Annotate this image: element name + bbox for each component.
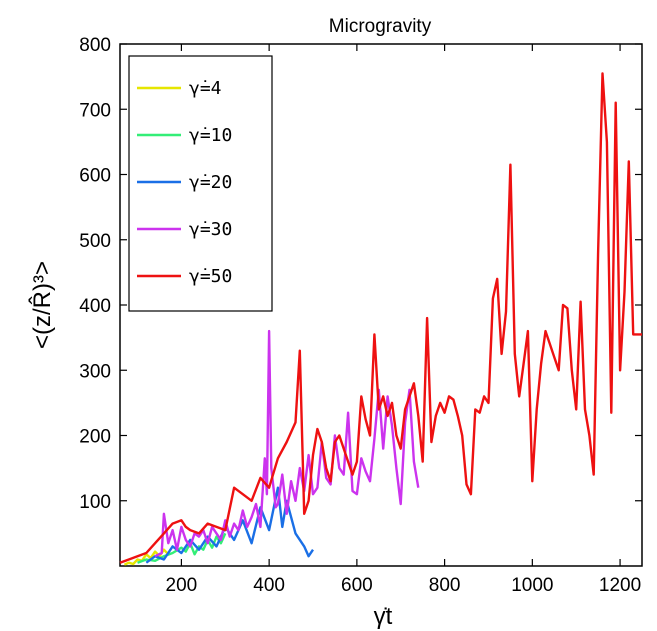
legend-box xyxy=(128,55,273,312)
legend-label-4: γ̇=30 xyxy=(189,219,232,240)
y-tick-label: 100 xyxy=(79,492,111,513)
legend-label-1: γ̇=4 xyxy=(189,78,222,99)
legend-label-5: γ̇=50 xyxy=(189,266,232,287)
y-tick-label: 600 xyxy=(79,166,111,187)
y-tick-label: 300 xyxy=(79,361,111,382)
y-tick-label: 200 xyxy=(79,427,111,448)
y-axis-label: <(z/R̂)³> xyxy=(28,261,56,349)
series-line-5 xyxy=(119,72,642,564)
x-axis-label: γ̇t xyxy=(374,603,393,630)
legend-label-2: γ̇=10 xyxy=(189,125,232,146)
x-tick-label: 400 xyxy=(253,575,285,596)
y-tick-label: 400 xyxy=(79,296,111,317)
series-layer xyxy=(119,72,642,566)
x-tick-label: 800 xyxy=(429,575,461,596)
x-tick-label: 1200 xyxy=(599,575,641,596)
y-tick-label: 700 xyxy=(79,100,111,121)
x-tick-label: 600 xyxy=(341,575,373,596)
x-tick-label: 200 xyxy=(166,575,198,596)
x-tick-label: 1000 xyxy=(511,575,553,596)
chart-title: Microgravity xyxy=(329,16,432,37)
y-tick-label: 800 xyxy=(79,35,111,56)
legend: γ̇=4 γ̇=10 γ̇=20 γ̇=30 γ̇=50 xyxy=(128,55,273,312)
y-tick-label: 500 xyxy=(79,231,111,252)
legend-label-3: γ̇=20 xyxy=(189,172,232,193)
tick-layer: 200 400 600 800 1000 1200 100 200 300 400 500 600 70… xyxy=(79,35,642,596)
series-line-4 xyxy=(154,329,420,558)
